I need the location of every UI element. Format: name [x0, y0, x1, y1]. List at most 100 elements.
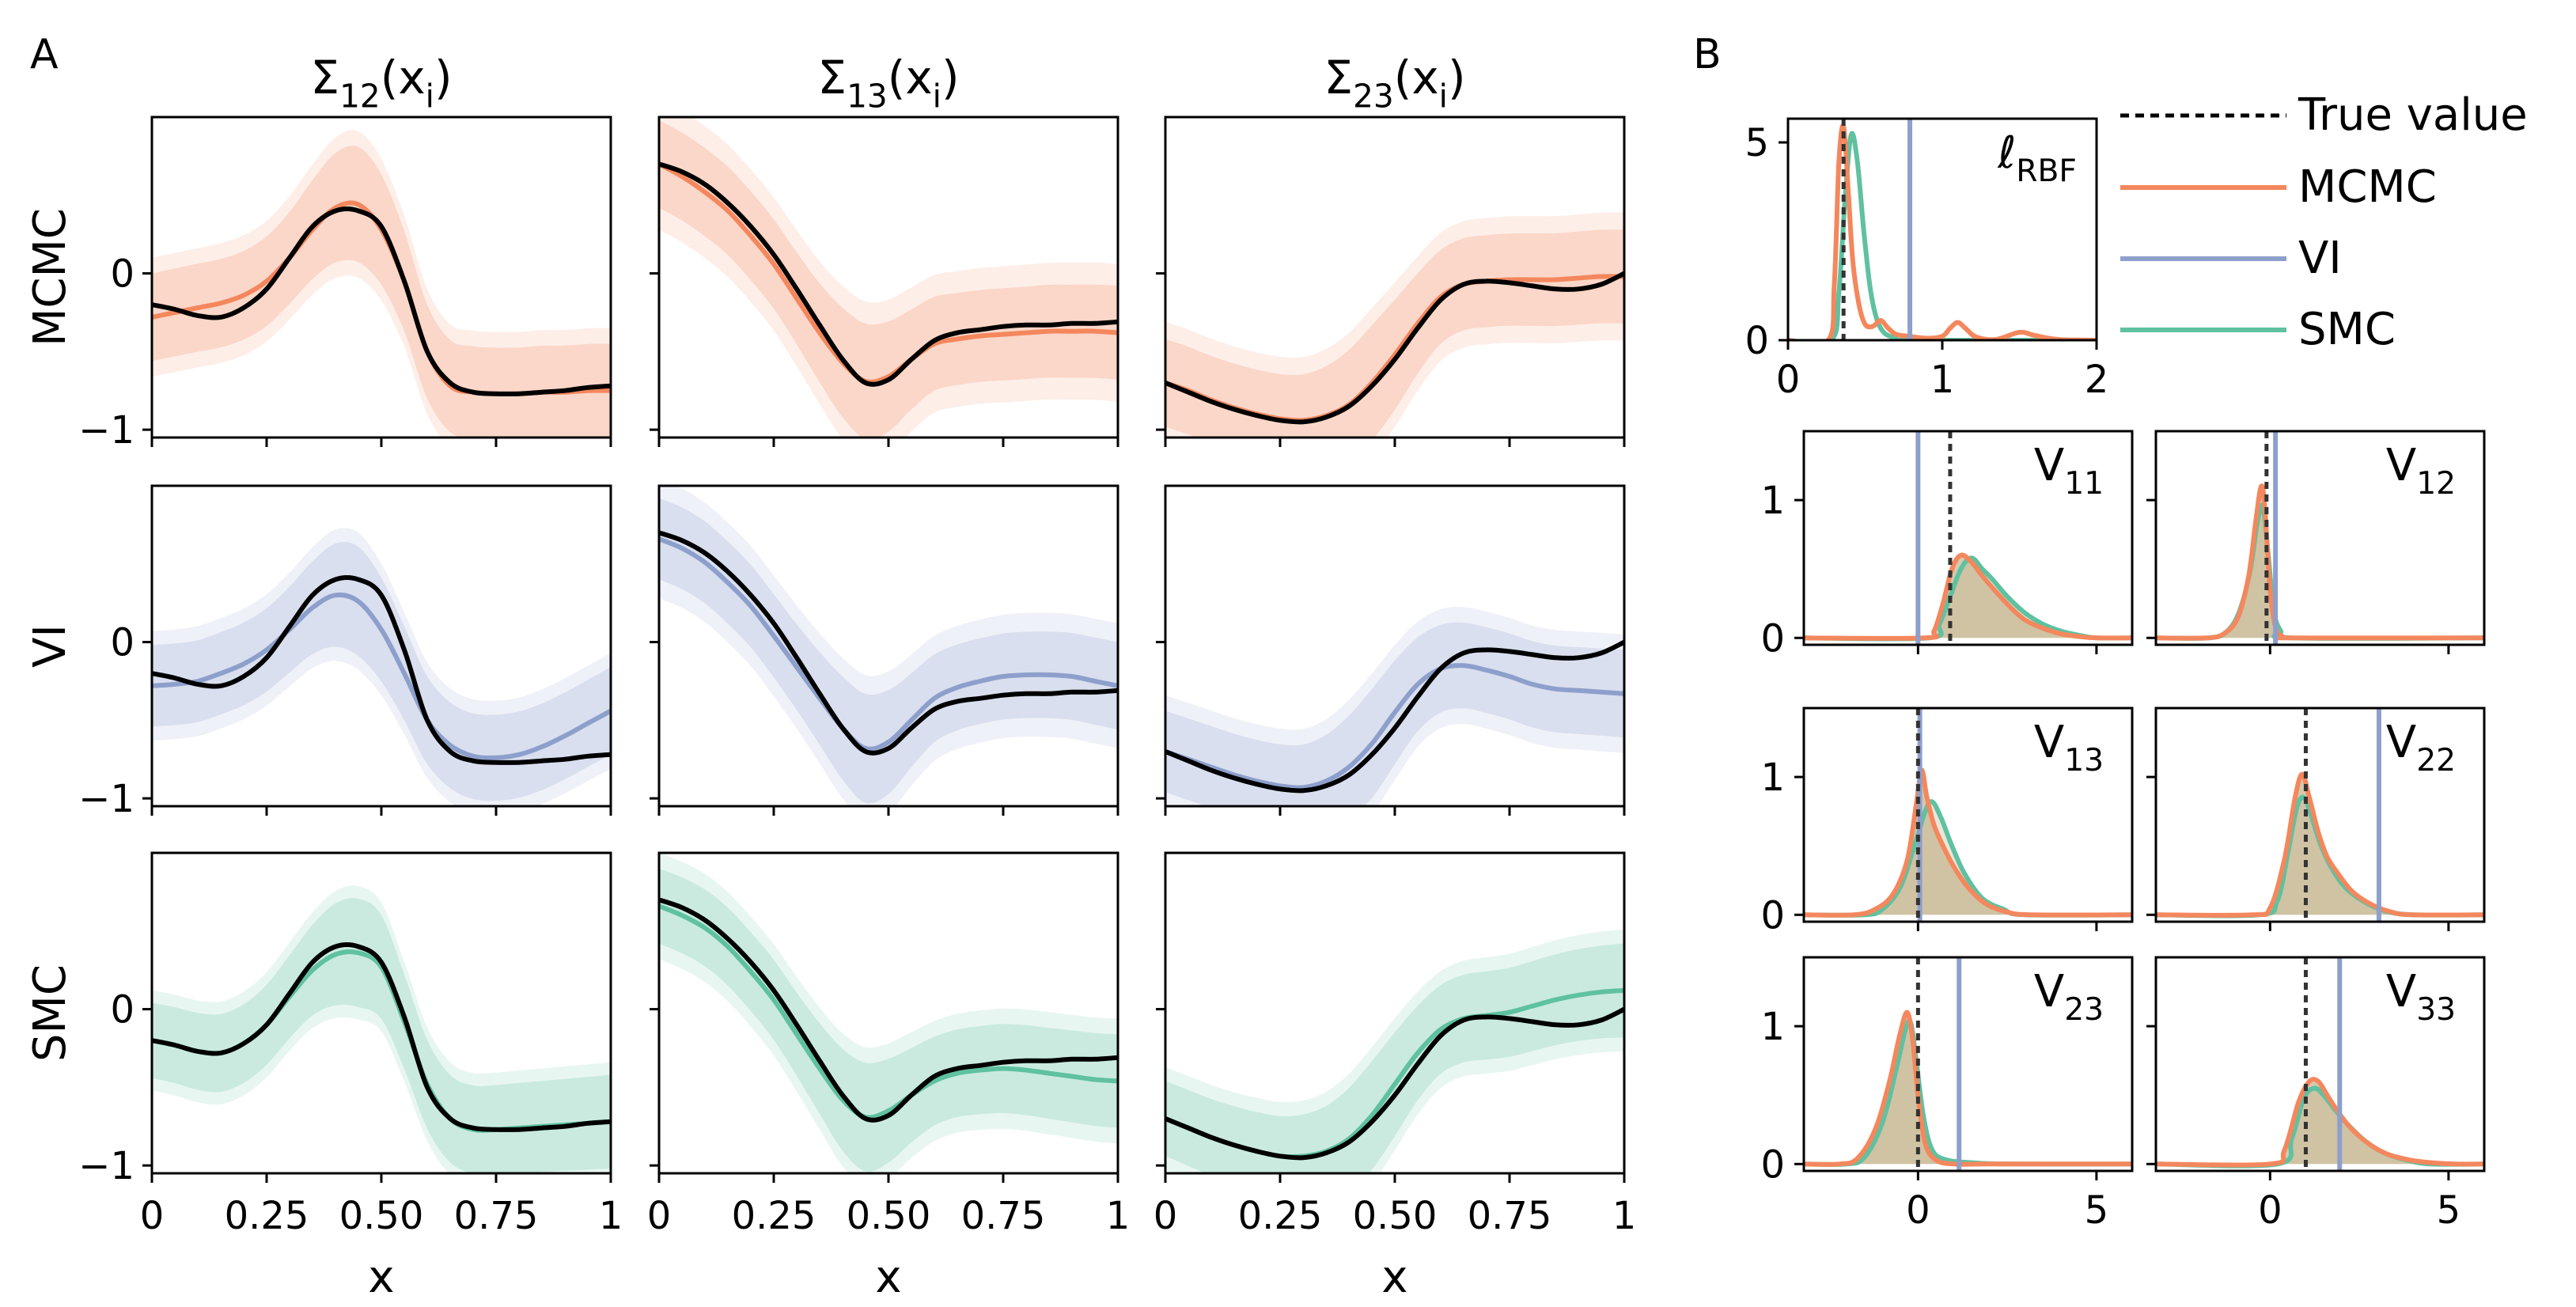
x-tick-label: 0.50	[339, 1194, 424, 1238]
true-curve	[659, 897, 1118, 1123]
column-title: Σ12(xi)	[310, 51, 452, 115]
subplot-mcmc-col2	[650, 116, 1119, 447]
y-tick-label: −1	[78, 777, 134, 821]
legend: True value MCMC VI SMC	[2120, 89, 2528, 355]
credible-band-outer	[659, 853, 1118, 1173]
y-tick-label: 0	[1744, 319, 1769, 363]
smc-density-fill	[1804, 558, 2132, 639]
x-tick-label: 0	[647, 1194, 672, 1238]
x-tick-label: 5	[2437, 1188, 2461, 1233]
axes-frame	[1802, 956, 2134, 1173]
axes-frame	[1802, 707, 2134, 923]
column-title: Σ13(xi)	[817, 51, 959, 115]
legend-mcmc-label: MCMC	[2298, 161, 2437, 213]
mcmc-density-fill	[2156, 1079, 2484, 1165]
x-axis-label: x	[1381, 1252, 1407, 1303]
row-label-mcmc: MCMC	[25, 208, 76, 347]
true-curve	[1165, 1006, 1624, 1161]
posterior-mean-line	[659, 536, 1118, 752]
x-tick-label: 0	[1906, 1188, 1930, 1233]
mcmc-density-line	[1804, 552, 2132, 641]
x-tick-label: 0.75	[961, 1194, 1046, 1238]
column-title: Σ23(xi)	[1324, 51, 1465, 115]
subplot-title: V22	[2386, 717, 2456, 779]
mcmc-density-fill	[1804, 555, 2132, 638]
credible-band	[659, 120, 1118, 438]
true-curve	[659, 530, 1118, 756]
subplot-plot-area	[2156, 957, 2484, 1171]
row-label-smc: SMC	[25, 964, 76, 1062]
true-curve	[1165, 639, 1624, 794]
mcmc-density-line	[2156, 483, 2484, 641]
smc-density-line	[2156, 502, 2484, 641]
x-tick-label: 0.50	[1353, 1194, 1438, 1238]
x-tick-label: 0	[140, 1194, 165, 1238]
subplot-v13: 0 1 V13	[1760, 707, 2134, 938]
subplot-plot-area	[152, 528, 611, 806]
posterior-mean-line	[1165, 663, 1624, 790]
credible-band	[1165, 943, 1624, 1173]
credible-band	[152, 146, 611, 438]
x-axis-label: x	[875, 1252, 901, 1303]
subplot-plot-area	[1165, 929, 1624, 1173]
credible-band	[152, 542, 611, 801]
smc-density-line	[1804, 1018, 2132, 1167]
credible-band-outer	[1165, 606, 1624, 806]
x-tick-label: 0.25	[225, 1194, 309, 1238]
credible-band	[152, 898, 611, 1173]
subplot-plot-area	[152, 130, 611, 438]
subplot-plot-area	[659, 486, 1118, 806]
x-tick-label: 1	[1106, 1194, 1131, 1238]
panel-a-grid: Σ12(xi) Σ13(xi) Σ23(xi)MCMCVISMC−10−10−100…	[25, 51, 1636, 1303]
smc-density-fill	[2156, 505, 2484, 638]
subplot-plot-area	[659, 853, 1118, 1173]
mcmc-density-line	[1804, 767, 2132, 918]
y-tick-label: 0	[1760, 616, 1785, 661]
smc-density-fill	[1804, 1021, 2132, 1165]
axes-frame	[1802, 430, 2134, 646]
subplot-vi-col3	[1156, 484, 1626, 816]
legend-true-label: True value	[2298, 89, 2528, 141]
subplot-title: V12	[2386, 440, 2456, 502]
subplot-v22: V22	[2146, 707, 2486, 931]
y-tick-label: −1	[78, 408, 134, 453]
y-tick-label: 0	[1760, 893, 1785, 938]
true-curve	[152, 575, 611, 765]
legend-vi-label: VI	[2298, 233, 2342, 284]
panel-a: A Σ12(xi) Σ13(xi) Σ23(xi)MCMCVISMC−10−10−1…	[25, 31, 1636, 1303]
subplot-v33: 0 5 V33	[2146, 956, 2486, 1233]
subplot-l-rbf: 0 5 0 1 2 ℓRBF	[1744, 117, 2108, 402]
panel-b-grid: 0 5 0 1 2 ℓRBF 0 1 V11 V12 0 1 V13 V22 0 1 0 5 V23 0 5 V33	[1744, 117, 2486, 1233]
y-tick-label: 1	[1760, 1005, 1785, 1049]
credible-band-outer	[659, 486, 1118, 806]
subplot-title: V33	[2386, 966, 2456, 1028]
credible-band-outer	[1165, 212, 1624, 438]
x-tick-label: 1	[599, 1194, 623, 1238]
posterior-mean-line	[659, 904, 1118, 1120]
y-tick-label: 0	[110, 621, 134, 665]
smc-density-fill	[1804, 801, 2132, 915]
subplot-mcmc-col1: −1 0	[78, 116, 612, 453]
subplot-plot-area	[1804, 708, 2132, 922]
subplot-plot-area	[152, 885, 611, 1173]
credible-band-outer	[659, 117, 1118, 438]
y-tick-label: 1	[1760, 756, 1785, 800]
x-tick-label: 0.75	[454, 1194, 539, 1238]
x-tick-label: 0	[1776, 358, 1801, 402]
smc-density-fill	[2156, 1088, 2484, 1166]
subplot-plot-area	[1165, 606, 1624, 806]
y-tick-label: 1	[1760, 479, 1785, 523]
x-axis-label: x	[368, 1252, 394, 1303]
y-tick-label: 5	[1744, 121, 1769, 165]
row-label-vi: VI	[25, 624, 76, 668]
x-tick-label: 0.25	[732, 1194, 816, 1238]
subplot-plot-area	[1788, 119, 2097, 340]
subplot-v23: 0 1 0 5 V23	[1760, 956, 2134, 1233]
true-curve	[152, 206, 611, 396]
axes-frame	[2154, 956, 2486, 1173]
credible-band-outer	[1165, 929, 1624, 1173]
posterior-mean-line	[152, 592, 611, 760]
true-curve	[152, 942, 611, 1132]
y-tick-label: 0	[110, 988, 134, 1032]
